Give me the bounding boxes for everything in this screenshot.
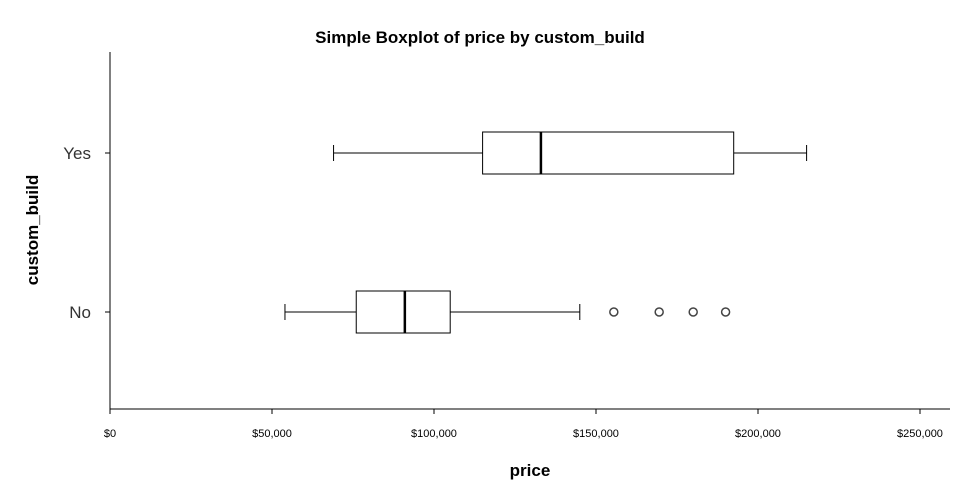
outlier-point-no — [688, 307, 698, 317]
y-axis-label: custom_build — [23, 175, 42, 286]
plot-area: $0 $50,000 $100,000 $150,000 $200,000 $250,00… — [63, 52, 950, 440]
outlier-point-no — [609, 307, 619, 317]
x-tick-label: $250,000 — [897, 428, 943, 440]
x-tick-label: $50,000 — [252, 428, 292, 440]
chart-title: Simple Boxplot of price by custom_build — [315, 28, 645, 47]
x-axis-label: price — [510, 461, 551, 480]
x-tick-label: $200,000 — [735, 428, 781, 440]
x-tick-label: $0 — [104, 428, 116, 440]
y-tick-label: No — [69, 303, 91, 322]
x-tick-label: $100,000 — [411, 428, 457, 440]
box-yes — [482, 131, 735, 175]
x-tick-label: $150,000 — [573, 428, 619, 440]
box-no — [355, 290, 451, 334]
outlier-point-no — [654, 307, 664, 317]
y-tick-label: Yes — [63, 144, 91, 163]
outlier-point-no — [720, 307, 731, 317]
